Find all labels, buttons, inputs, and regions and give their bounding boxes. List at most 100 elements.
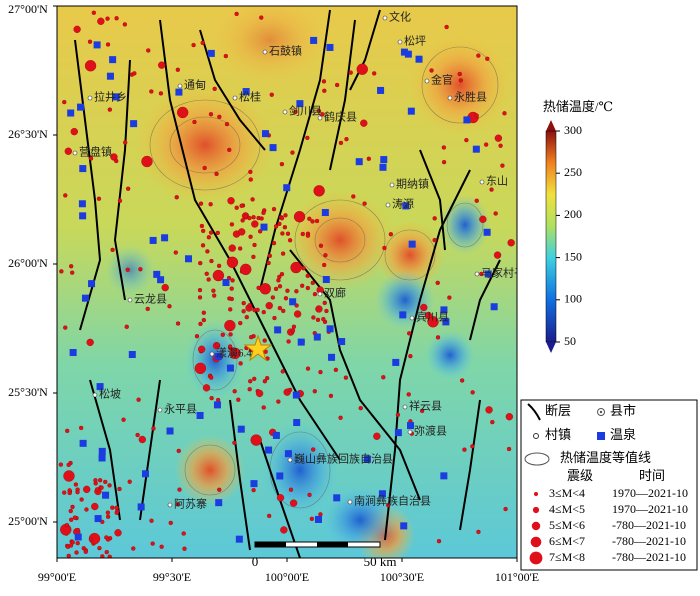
earthquake xyxy=(262,379,267,384)
y-tick-label: 25°30'N xyxy=(8,385,48,399)
earthquake xyxy=(67,490,72,496)
earthquake xyxy=(322,88,327,93)
place-label: 南涧彝族自治县 xyxy=(354,494,431,508)
earthquake xyxy=(312,291,318,297)
earthquake xyxy=(322,300,327,306)
x-tick-label: 99°30'E xyxy=(153,570,191,584)
y-tick-label: 26°00'N xyxy=(8,256,48,270)
earthquake xyxy=(503,506,508,512)
earthquake xyxy=(138,435,146,444)
earthquake xyxy=(241,301,246,306)
earthquake xyxy=(490,419,495,425)
earthquake xyxy=(138,267,143,272)
earthquake xyxy=(485,406,493,414)
earthquake xyxy=(474,113,479,118)
earthquake xyxy=(168,520,173,526)
earthquake xyxy=(58,462,64,467)
earthquake xyxy=(273,224,279,229)
earthquake xyxy=(208,112,214,117)
hot-spring xyxy=(440,306,448,314)
hot-spring xyxy=(490,303,498,311)
earthquake xyxy=(114,505,119,510)
earthquake xyxy=(276,494,285,502)
place-dot xyxy=(262,49,268,55)
earthquake xyxy=(388,232,394,237)
colorbar-tick-label: 150 xyxy=(564,249,582,263)
earthquake xyxy=(248,379,253,384)
legend-time: 1970—2021-10 xyxy=(612,486,688,500)
earthquake xyxy=(447,295,452,300)
hot-spring xyxy=(407,422,415,430)
earthquake xyxy=(273,286,279,292)
earthquake xyxy=(234,11,239,17)
earthquake xyxy=(338,140,344,146)
colorbar-tick-label: 100 xyxy=(564,292,582,306)
hot-spring xyxy=(88,280,96,288)
earthquake xyxy=(223,53,228,59)
earthquake xyxy=(248,234,253,239)
hot-spring xyxy=(242,88,250,96)
place-label: 松坪 xyxy=(404,34,426,48)
hot-spring xyxy=(93,41,101,49)
earthquake xyxy=(95,487,100,492)
earthquake xyxy=(424,311,433,320)
earthquake xyxy=(489,187,494,192)
earthquake xyxy=(249,335,254,340)
legend-symbol xyxy=(597,432,605,440)
hot-spring xyxy=(483,228,491,236)
earthquake xyxy=(251,254,256,260)
earthquake xyxy=(334,82,340,88)
earthquake xyxy=(73,25,81,33)
place-dot xyxy=(232,95,238,101)
earthquake xyxy=(282,225,288,230)
earthquake xyxy=(386,502,391,508)
earthquake xyxy=(212,86,217,91)
earthquake xyxy=(70,504,75,510)
hot-spring xyxy=(272,431,280,439)
earthquake xyxy=(318,243,324,248)
earthquake xyxy=(435,280,440,285)
hot-spring xyxy=(214,352,222,360)
hot-spring xyxy=(109,56,117,64)
earthquake xyxy=(107,554,112,558)
earthquake xyxy=(74,550,79,555)
earthquake xyxy=(198,345,206,353)
earthquake xyxy=(307,216,312,221)
earthquake xyxy=(201,228,206,234)
earthquake xyxy=(65,428,70,433)
place-dot xyxy=(127,297,133,303)
earthquake xyxy=(338,415,343,420)
earthquake xyxy=(277,284,283,289)
earthquake xyxy=(66,462,71,467)
earthquake xyxy=(214,171,219,177)
earthquake xyxy=(238,361,243,366)
hot-spring xyxy=(215,499,223,507)
earthquake xyxy=(293,211,306,223)
legend-symbol xyxy=(533,433,539,439)
earthquake xyxy=(176,448,181,454)
earthquake xyxy=(145,306,150,312)
earthquake xyxy=(105,514,111,519)
earthquake xyxy=(382,245,387,251)
earthquake xyxy=(159,544,164,549)
earthquake xyxy=(68,508,73,514)
place-dot xyxy=(317,291,323,297)
earthquake xyxy=(289,499,298,507)
earthquake xyxy=(66,553,71,558)
hot-spring xyxy=(269,144,277,152)
y-tick-label: 27°00'N xyxy=(8,2,48,16)
hot-spring xyxy=(175,88,183,96)
earthquake xyxy=(215,342,220,347)
place-label: 祥云县 xyxy=(409,399,442,413)
earthquake xyxy=(114,529,122,537)
hot-spring xyxy=(363,455,371,463)
earthquake xyxy=(83,549,88,554)
place-label: 东山 xyxy=(486,175,508,188)
earthquake xyxy=(200,40,205,46)
hot-spring xyxy=(67,109,75,117)
earthquake xyxy=(395,412,401,417)
place-label: 期纳镇 xyxy=(396,177,429,191)
place-label: 漾濞6.4 xyxy=(216,346,252,360)
earthquake xyxy=(281,308,286,314)
hot-spring xyxy=(326,43,334,51)
